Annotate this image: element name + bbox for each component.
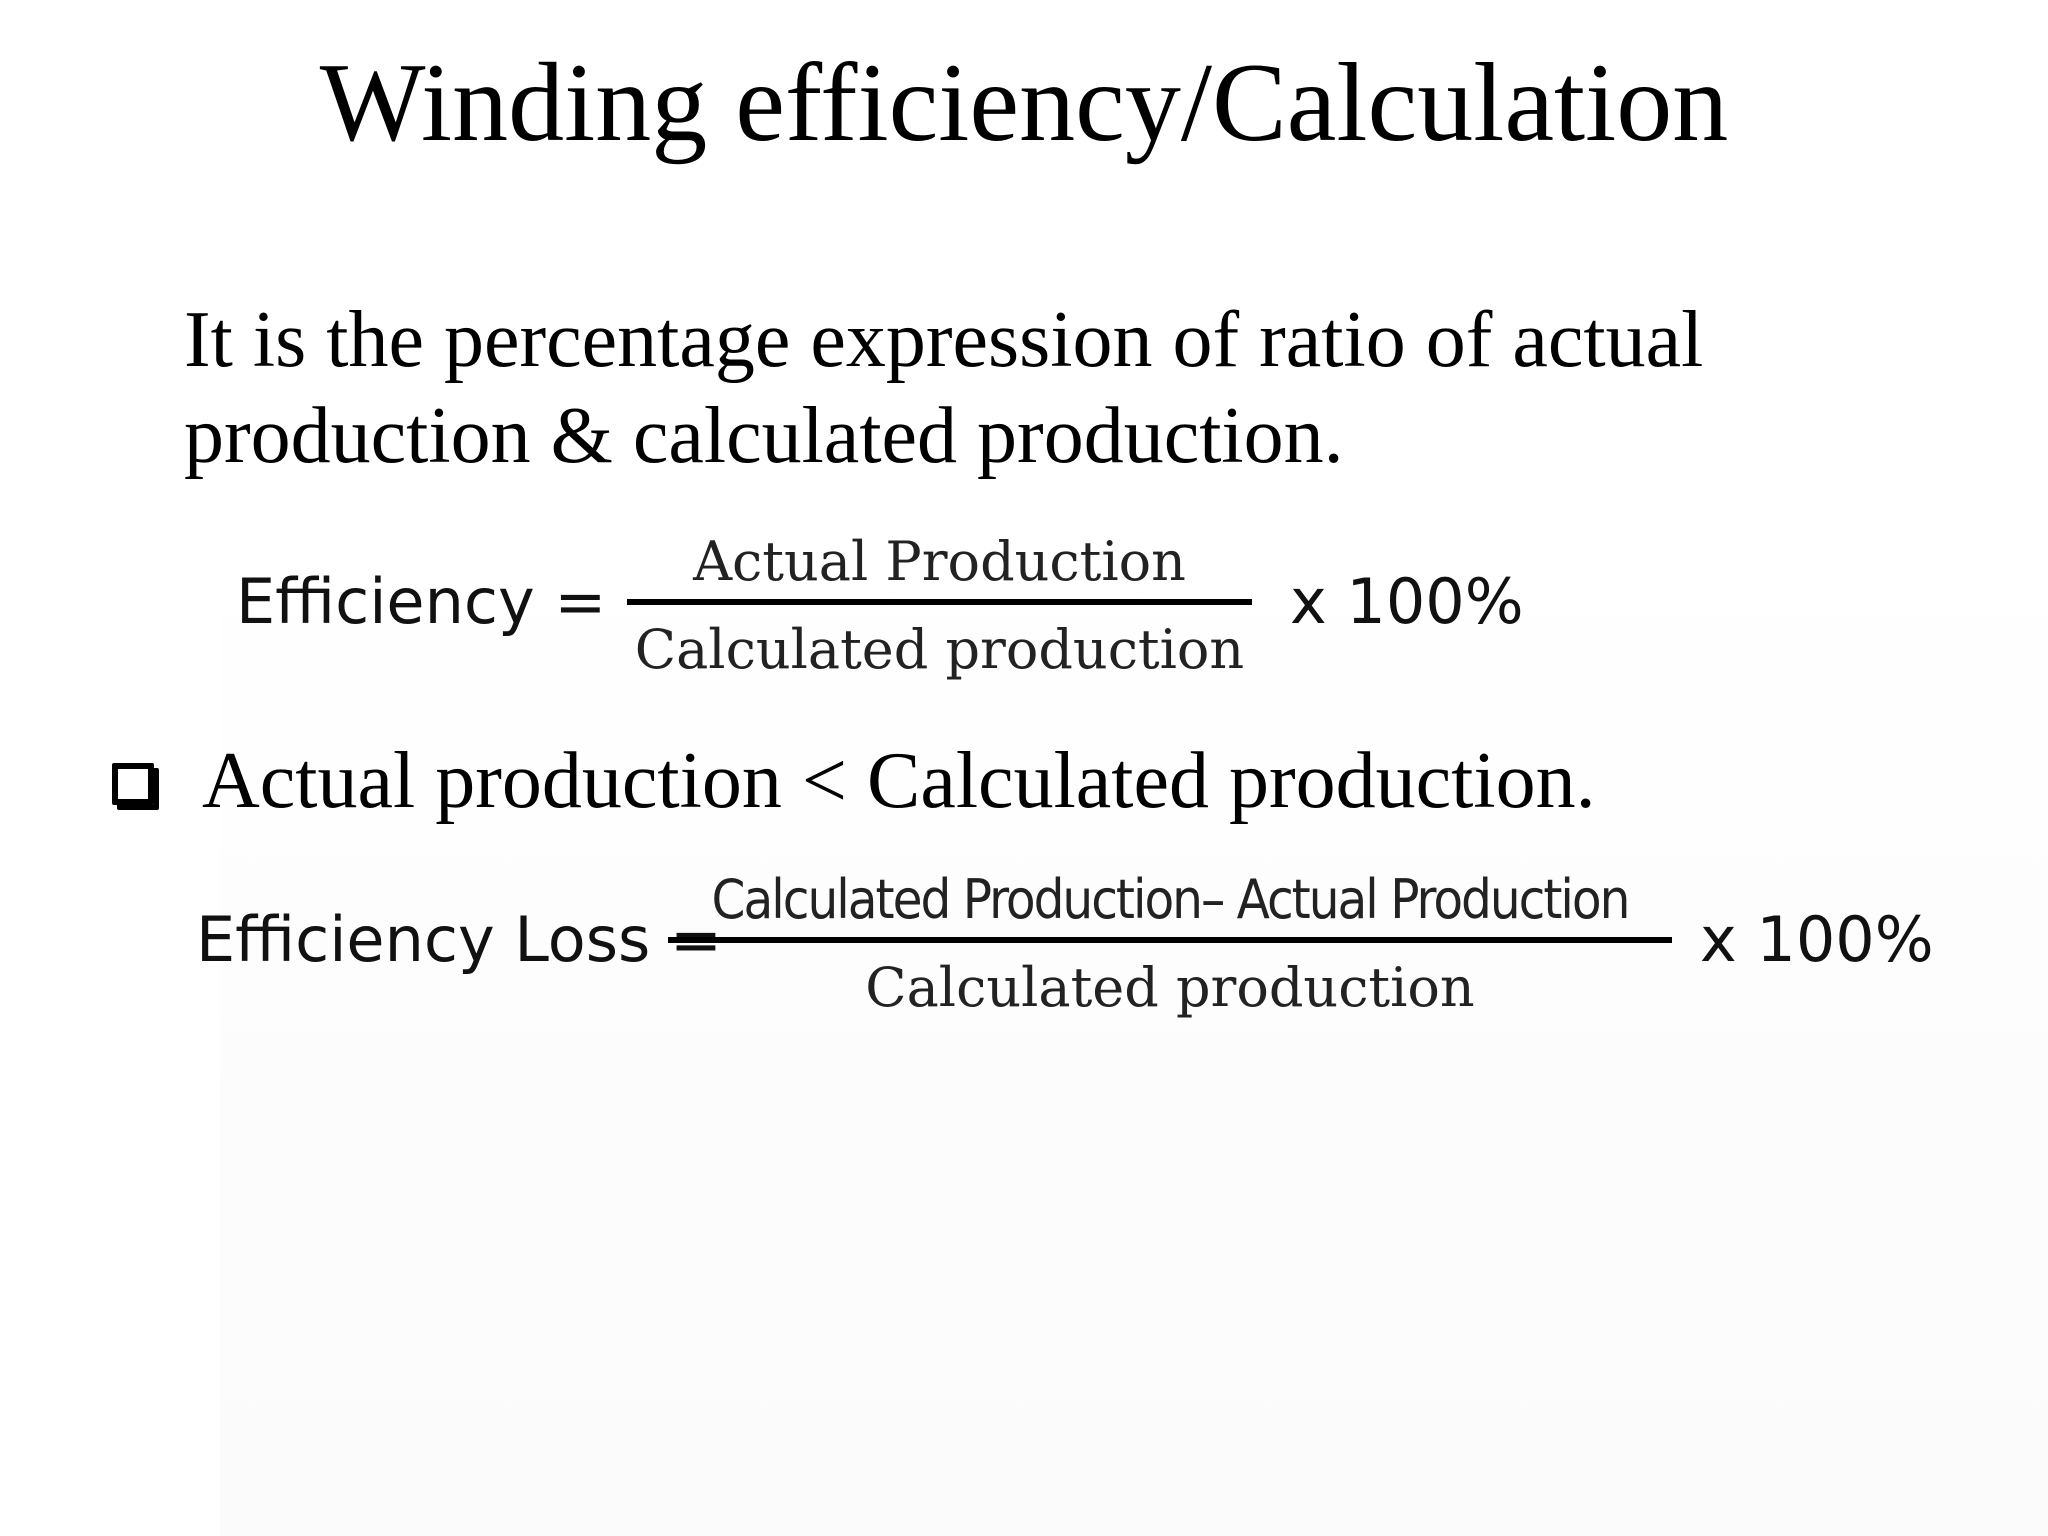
efficiency-fraction-bar [627, 599, 1252, 605]
efficiency-formula-multiplier: x 100% [1290, 565, 1524, 638]
definition-line-2: production & calculated production. [184, 392, 1344, 480]
slide-title: Winding efficiency/Calculation [319, 41, 1729, 165]
efficiency-loss-formula-numerator: Calculated Production– Actual Production [711, 868, 1631, 931]
formula-background [220, 540, 2048, 1536]
checkbox-bullet-icon [112, 763, 154, 805]
definition-line-1: It is the percentage expression of ratio… [184, 296, 1704, 384]
efficiency-loss-formula-denominator: Calculated production [865, 956, 1475, 1019]
efficiency-loss-formula-multiplier: x 100% [1700, 903, 1934, 976]
efficiency-formula-lhs: Efficiency = [236, 565, 607, 638]
definition-text: It is the percentage expression of ratio… [184, 292, 1703, 484]
efficiency-formula-numerator: Actual Production [693, 530, 1186, 593]
efficiency-formula-denominator: Calculated production [634, 618, 1245, 681]
bullet-text: Actual production < Calculated productio… [202, 737, 1596, 825]
efficiency-loss-fraction-bar [668, 937, 1672, 943]
efficiency-loss-formula-lhs: Efficiency Loss = [196, 903, 723, 976]
